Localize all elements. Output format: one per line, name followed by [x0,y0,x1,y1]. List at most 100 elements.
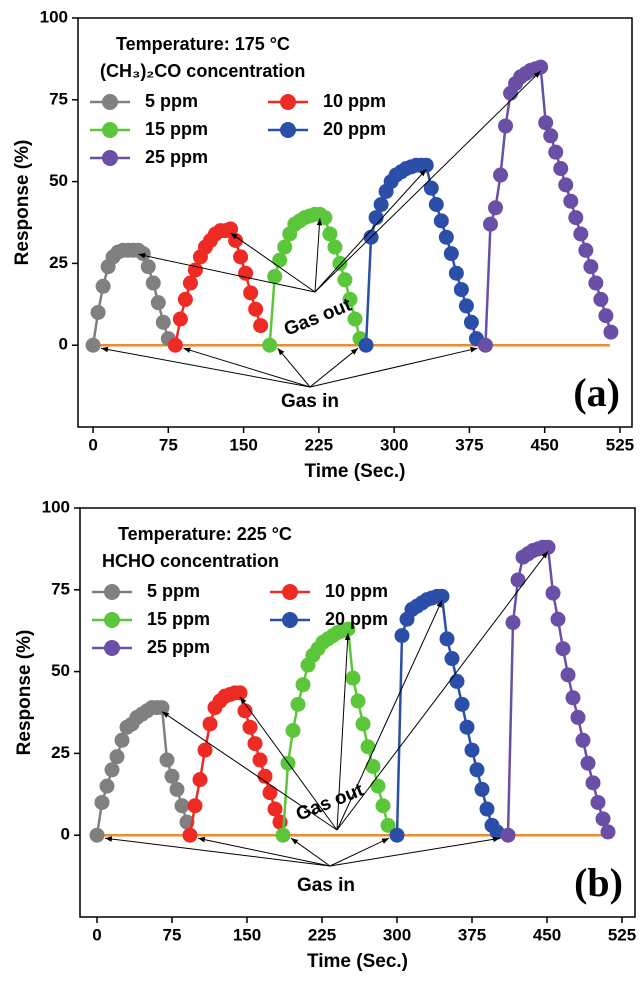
data-point [603,324,619,340]
x-tick-label: 150 [229,435,257,454]
annotation: Gas in [297,875,355,896]
data-point [443,246,459,262]
x-tick-label: 525 [608,925,636,944]
data-point [337,272,353,288]
y-tick-label: 50 [49,171,68,190]
data-point [560,667,576,683]
legend-label: 15 ppm [145,119,208,139]
data-point [197,742,213,758]
arrow [314,70,542,293]
arrow [329,837,390,867]
data-point [154,700,170,716]
legend-label: 5 ppm [145,91,198,111]
data-point [257,768,273,784]
panel: 0 25 50 75 100 0 75 150 225 300 375 450 525 Time (Sec… [12,7,634,482]
legend-label: 20 ppm [323,119,386,139]
data-point [373,197,389,213]
data-point [272,252,288,268]
y-tick-label: 75 [51,579,70,598]
arrow [277,347,311,388]
data-point [423,180,439,196]
data-point [89,827,105,843]
arrow [197,836,331,867]
y-tick-label: 0 [59,335,68,354]
data-point [342,291,358,307]
data-point [145,275,161,291]
arrow [336,550,549,831]
data-point [449,673,465,689]
data-point [85,337,101,353]
data-point [174,798,190,814]
data-point [365,758,381,774]
data-point [114,732,130,748]
legend-label: 20 ppm [325,609,388,629]
data-point [340,621,356,637]
x-tick-label: 300 [383,925,411,944]
data-point [247,736,263,752]
x-tick-label: 75 [163,925,182,944]
data-point [192,772,208,788]
data-point [553,161,569,177]
annotation: Temperature: 175 °C [116,34,290,54]
legend-marker [104,612,120,628]
data-point [285,722,301,738]
data-point [595,811,611,827]
annotation: Gas out [293,779,367,825]
plot-frame [79,507,636,918]
data-point [458,298,474,314]
arrow [239,696,338,831]
data-point [570,709,586,725]
data-point [543,128,559,144]
data-point [135,246,151,262]
data-point [94,794,110,810]
x-tick-label: 525 [606,435,634,454]
data-point [568,210,584,226]
legend-label: 10 ppm [325,581,388,601]
data-point [464,742,480,758]
data-point [545,585,561,601]
data-point [563,193,579,209]
data-point [493,167,509,183]
annotation: Gas in [281,391,339,412]
data-point [510,572,526,588]
legend-marker [282,584,298,600]
data-point [238,265,254,281]
data-point [583,259,599,275]
data-point [277,239,293,255]
data-point [202,716,218,732]
data-point [262,785,278,801]
data-point [345,670,361,686]
data-point [477,337,493,353]
y-axis-title: Response (%) [14,630,35,756]
series-line [484,65,613,346]
y-tick-label: 100 [42,497,70,516]
y-tick-label: 25 [51,743,70,762]
legend-marker [280,122,296,138]
data-point [479,801,495,817]
data-point [177,291,193,307]
data-point [585,775,601,791]
data-point [242,719,258,735]
data-point [600,824,616,840]
arrow [230,232,316,293]
data-point [252,752,268,768]
data-point [327,239,343,255]
data-point [375,798,391,814]
x-axis-title: Time (Sec.) [304,461,405,482]
data-point [459,719,475,735]
data-point [347,311,363,327]
data-point [243,285,259,301]
data-point [368,210,384,226]
data-point [223,221,239,237]
data-point [580,755,596,771]
data-point [593,291,609,307]
data-point [253,318,269,334]
data-point [498,118,514,134]
data-point [267,268,283,284]
legend-marker [102,122,118,138]
data-point [150,295,166,311]
annotation: Temperature: 225 °C [118,524,292,544]
data-point [463,314,479,330]
data-point [588,275,604,291]
